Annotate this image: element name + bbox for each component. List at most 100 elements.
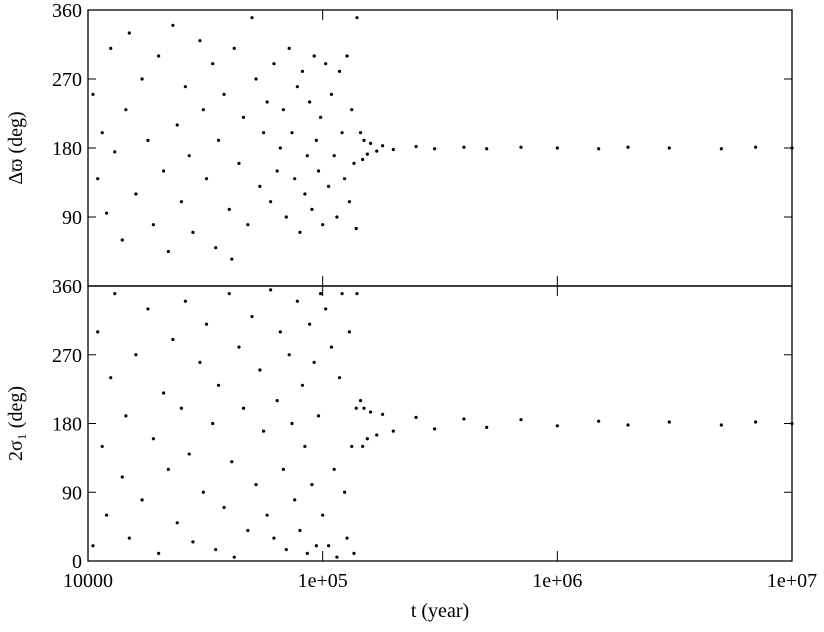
x-tick-label: 1e+06 <box>532 570 582 592</box>
data-point <box>316 414 321 418</box>
data-point <box>754 420 758 424</box>
data-point <box>308 100 312 104</box>
data-point <box>293 498 297 502</box>
data-point <box>230 460 234 464</box>
data-point <box>151 223 156 227</box>
data-point <box>305 154 309 158</box>
data-point <box>261 429 266 433</box>
x-tick-label: 1e+07 <box>767 570 817 592</box>
data-point <box>127 536 131 540</box>
data-point <box>337 376 342 380</box>
data-point <box>300 69 305 73</box>
data-point <box>340 131 344 135</box>
data-point <box>295 299 299 303</box>
data-point <box>321 223 325 227</box>
data-point <box>157 54 161 58</box>
data-point <box>171 337 175 342</box>
data-point <box>314 544 318 548</box>
y-tick-label: 90 <box>62 207 82 229</box>
data-point <box>380 144 385 148</box>
data-point <box>179 406 183 410</box>
data-point <box>298 230 302 234</box>
data-point <box>375 149 379 153</box>
data-point <box>183 85 187 89</box>
data-point <box>237 161 241 165</box>
data-point <box>91 92 95 96</box>
y-tick-label: 180 <box>52 138 82 160</box>
data-point <box>312 360 316 364</box>
data-point <box>214 246 218 250</box>
data-point <box>113 150 117 154</box>
data-point <box>272 536 276 540</box>
data-point <box>109 46 113 50</box>
data-point <box>275 398 279 403</box>
data-point <box>281 108 285 112</box>
data-point <box>183 299 187 303</box>
data-point <box>329 92 334 96</box>
data-point <box>790 146 794 150</box>
data-point <box>362 406 366 410</box>
data-point <box>358 131 363 135</box>
data-point <box>232 46 236 50</box>
y-axis-label: Δϖ (deg) <box>5 111 27 184</box>
data-point <box>120 238 124 242</box>
data-point <box>91 544 95 548</box>
data-point <box>519 418 523 422</box>
data-point <box>227 292 231 296</box>
data-point <box>104 211 109 215</box>
data-point <box>335 215 339 219</box>
data-point <box>358 398 363 403</box>
data-point <box>100 131 104 135</box>
y-axis-label: 2σ₁ (deg) <box>5 386 27 461</box>
data-point <box>485 147 489 151</box>
data-point <box>250 16 254 20</box>
data-point <box>187 452 191 456</box>
data-point <box>272 62 276 66</box>
data-point <box>327 184 331 188</box>
data-point <box>303 444 307 449</box>
data-point <box>335 555 339 559</box>
plot-frame <box>87 285 793 562</box>
y-tick-label: 360 <box>52 0 82 22</box>
data-point <box>134 192 138 196</box>
data-point <box>293 177 297 181</box>
data-point <box>232 555 236 559</box>
data-point <box>314 138 318 142</box>
data-point <box>462 145 466 149</box>
data-point <box>414 144 418 149</box>
data-point <box>485 425 489 429</box>
data-point <box>719 423 723 427</box>
data-point <box>287 353 291 357</box>
data-point <box>269 200 273 204</box>
data-point <box>204 177 209 181</box>
data-point <box>214 547 218 552</box>
data-point <box>269 288 273 292</box>
data-point <box>361 444 365 449</box>
data-point <box>667 146 671 150</box>
data-point <box>96 330 100 334</box>
data-point <box>321 513 325 517</box>
data-point <box>287 46 291 50</box>
data-point <box>310 207 314 211</box>
data-point <box>127 31 131 35</box>
data-point <box>146 138 150 142</box>
data-point <box>241 115 246 119</box>
data-point <box>555 424 559 428</box>
data-point <box>355 292 359 296</box>
data-point <box>284 215 288 219</box>
data-point <box>151 437 156 441</box>
data-point <box>340 292 344 296</box>
data-point <box>230 257 234 261</box>
data-point <box>246 528 250 533</box>
data-point <box>191 230 195 234</box>
data-point <box>124 108 128 112</box>
data-point <box>350 108 354 112</box>
data-point <box>368 141 373 145</box>
data-point <box>332 467 336 471</box>
data-point <box>303 192 307 196</box>
data-point <box>354 226 358 231</box>
data-point <box>258 184 262 188</box>
data-point <box>308 322 312 326</box>
y-tick-label: 360 <box>52 276 82 298</box>
data-point <box>278 146 282 150</box>
